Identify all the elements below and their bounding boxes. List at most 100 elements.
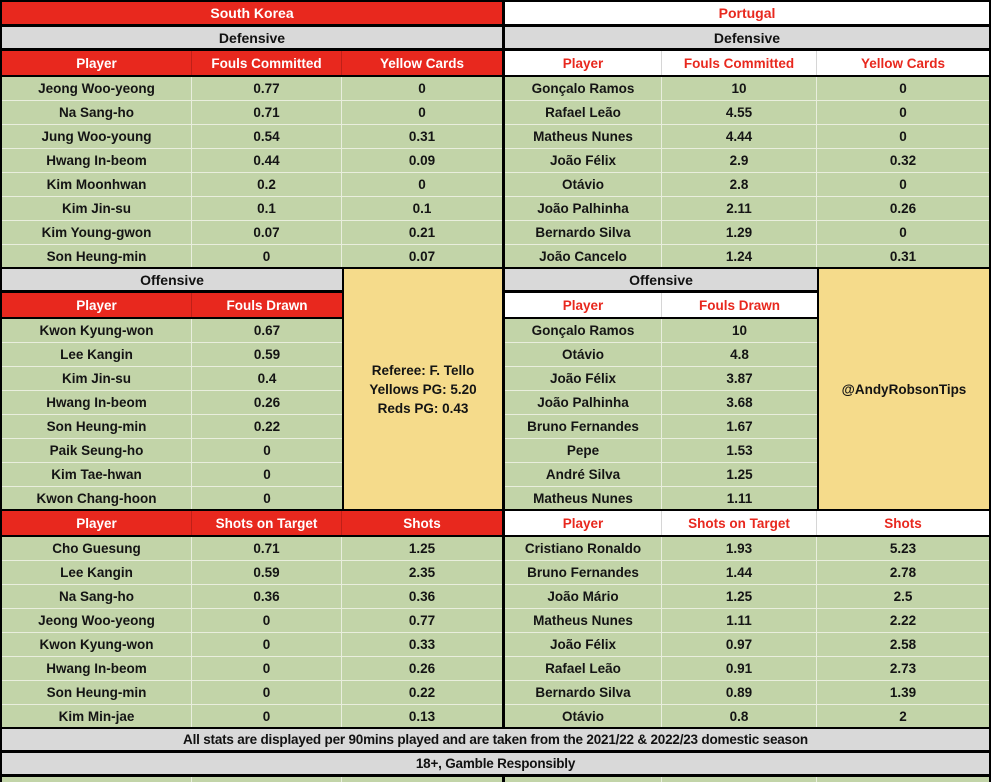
table-row: Cho Guesung 0.71 1.25 [2,537,502,561]
column-header-shots-on-target: Shots on Target [662,511,817,535]
stat-cell: 0.1 [412,201,432,216]
stat-cell: 0.31 [408,129,436,144]
sk-offensive-header: Player Fouls Drawn [2,293,342,319]
player-name-cell: Otávio [505,343,662,366]
stat-cell: 1.24 [662,245,817,267]
sk-offensive-table: Kwon Kyung-won 0.67 Lee Kangin 0.59 Kim … [2,319,342,511]
stat-cell: 1.53 [726,443,753,458]
sk-shots-header: Player Shots on Target Shots [2,511,502,537]
table-row: Hwang In-beom 0 0.26 [2,657,502,681]
column-header-shots: Shots [403,515,441,531]
table-row: Bruno Fernandes 1.67 [505,415,817,439]
player-name-cell: Hwang In-beom [2,149,192,172]
stat-cell: 0.21 [408,225,436,240]
player-name-cell: Son Heung-min [2,415,192,438]
table-row: Kwon Kyung-won 0 0.33 [2,633,502,657]
cutoff-cell [505,777,662,782]
player-name-cell: Matheus Nunes [505,487,662,509]
south-korea-title: South Korea [2,2,502,27]
stat-cell: 0.32 [889,153,917,168]
stat-cell: 1.44 [662,561,817,584]
table-row: Son Heung-min 0.22 [2,415,342,439]
stat-cell: 0 [263,467,271,482]
stat-cell: 10 [731,323,748,338]
table-row: Kim Young-gwon 0.07 0.21 [2,221,502,245]
pt-defensive-header: Player Fouls Committed Yellow Cards [505,51,989,77]
column-header-player: Player [505,51,662,75]
stat-cell: 0.13 [408,708,436,724]
table-row: Paik Seung-ho 0 [2,439,342,463]
column-header-player: Player [505,511,662,535]
player-name-cell: João Palhinha [505,391,662,414]
table-row: Jeong Woo-yeong 0.77 0 [2,77,502,101]
player-name-cell: Bernardo Silva [505,221,662,244]
stat-cell: 0.71 [192,101,342,124]
table-row: João Félix 2.9 0.32 [505,149,989,173]
sk-offensive-label: Offensive [2,269,342,293]
stat-cell: 0 [899,129,907,144]
player-name-cell: Paik Seung-ho [2,439,192,462]
stat-cell: 2.73 [889,661,917,676]
table-row: Bernardo Silva 0.89 1.39 [505,681,989,705]
stats-note-bar: All stats are displayed per 90mins playe… [2,729,989,753]
stat-cell: 0.26 [408,661,436,676]
player-name-cell: Kim Jin-su [2,367,192,390]
table-row: Otávio 4.8 [505,343,817,367]
stat-cell: 0 [899,105,907,120]
table-row: Hwang In-beom 0.44 0.09 [2,149,502,173]
stat-cell: 0.4 [257,371,277,386]
stat-cell: 2.78 [889,565,917,580]
player-name-cell: Gonçalo Ramos [505,319,662,342]
stat-cell: 0.97 [662,633,817,656]
table-row: Kim Jin-su 0.4 [2,367,342,391]
pt-offensive-label: Offensive [505,269,817,293]
stat-cell: 0 [899,177,907,192]
stat-cell: 0 [899,225,907,240]
main-panels: South Korea Defensive Player Fouls Commi… [2,2,989,729]
table-row: Kim Jin-su 0.1 0.1 [2,197,502,221]
stat-cell: 0 [192,609,342,632]
referee-info-box: Referee: F. Tello Yellows PG: 5.20 Reds … [342,269,502,511]
table-row: Otávio 2.8 0 [505,173,989,197]
player-name-cell: Na Sang-ho [2,585,192,608]
table-row: Rafael Leão 0.91 2.73 [505,657,989,681]
player-name-cell: Matheus Nunes [505,609,662,632]
player-name-cell: João Palhinha [505,197,662,220]
player-name-cell: Otávio [505,705,662,727]
pt-shots-table: Cristiano Ronaldo 1.93 5.23 Bruno Fernan… [505,537,989,729]
sk-offensive-block: Offensive Player Fouls Drawn Kwon Kyung-… [2,269,502,511]
stat-cell: 0.59 [253,347,281,362]
stat-cell: 2.9 [662,149,817,172]
pt-defensive-table: Gonçalo Ramos 10 0 Rafael Leão 4.55 0 Ma… [505,77,989,269]
pt-shots-header: Player Shots on Target Shots [505,511,989,537]
cutoff-cell [2,777,192,782]
pt-offensive-table: Gonçalo Ramos 10 Otávio 4.8 João Félix [505,319,817,511]
stat-cell: 2.5 [893,589,913,604]
player-name-cell: João Cancelo [505,245,662,267]
table-row: Rafael Leão 4.55 0 [505,101,989,125]
player-name-cell: Otávio [505,173,662,196]
stat-cell: 0.1 [192,197,342,220]
column-header-shots: Shots [884,515,922,531]
table-row: Na Sang-ho 0.36 0.36 [2,585,502,609]
stat-cell: 0.77 [192,77,342,100]
stat-cell: 3.87 [726,371,753,386]
stat-cell: 0.77 [408,613,436,628]
stat-cell: 0 [192,681,342,704]
stat-cell: 0.71 [192,537,342,560]
cutoff-cell [662,777,817,782]
stat-cell: 0.07 [408,248,436,264]
table-row: Matheus Nunes 1.11 2.22 [505,609,989,633]
stat-cell: 0 [418,177,426,192]
table-row: João Mário 1.25 2.5 [505,585,989,609]
stat-cell: 1.11 [726,490,753,506]
table-row: João Palhinha 2.11 0.26 [505,197,989,221]
column-header-player: Player [2,293,192,317]
stat-cell: 0.67 [253,323,281,338]
stat-cell: 1.29 [662,221,817,244]
stat-cell: 2.58 [889,637,917,652]
table-row: Gonçalo Ramos 10 0 [505,77,989,101]
cutoff-cell [342,777,502,782]
stat-cell: 1.11 [662,609,817,632]
